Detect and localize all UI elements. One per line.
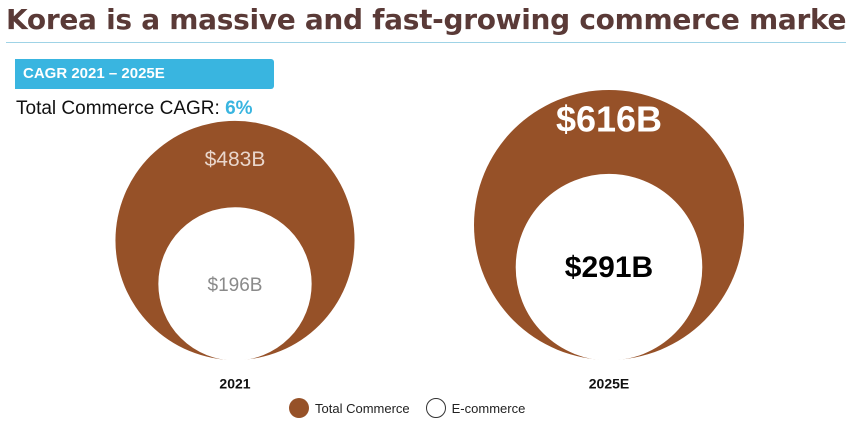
data-label-total-commerce-2021: $483B xyxy=(205,148,266,171)
legend-label-total-commerce: Total Commerce xyxy=(315,400,410,416)
data-label-ecommerce-2021: $196B xyxy=(208,275,263,296)
cagr-value: 6% xyxy=(225,98,253,119)
title-divider xyxy=(6,42,846,43)
cagr-banner: CAGR 2021 – 2025E xyxy=(15,59,274,89)
legend-swatch-ecommerce xyxy=(425,398,446,418)
data-label-total-commerce-2025e: $616B xyxy=(556,99,662,140)
data-label-ecommerce-2025e: $291B xyxy=(565,251,653,284)
chart-legend: Total Commerce E-commerce xyxy=(289,397,541,419)
legend-swatch-total-commerce xyxy=(289,398,309,418)
category-label-2025e: 2025E xyxy=(589,376,629,392)
page-title: Korea is a massive and fast-growing comm… xyxy=(6,3,846,36)
category-label-2021: 2021 xyxy=(219,376,250,392)
legend-label-ecommerce: E-commerce xyxy=(451,400,526,416)
legend-item-ecommerce: E-commerce xyxy=(425,398,526,418)
legend-item-total-commerce: Total Commerce xyxy=(289,398,410,418)
cagr-summary: Total Commerce CAGR: 6% xyxy=(16,98,253,120)
cagr-label: Total Commerce CAGR: xyxy=(16,98,220,119)
bubble-ecommerce-2025e xyxy=(515,173,703,361)
bubble-ecommerce-2021 xyxy=(158,207,312,361)
